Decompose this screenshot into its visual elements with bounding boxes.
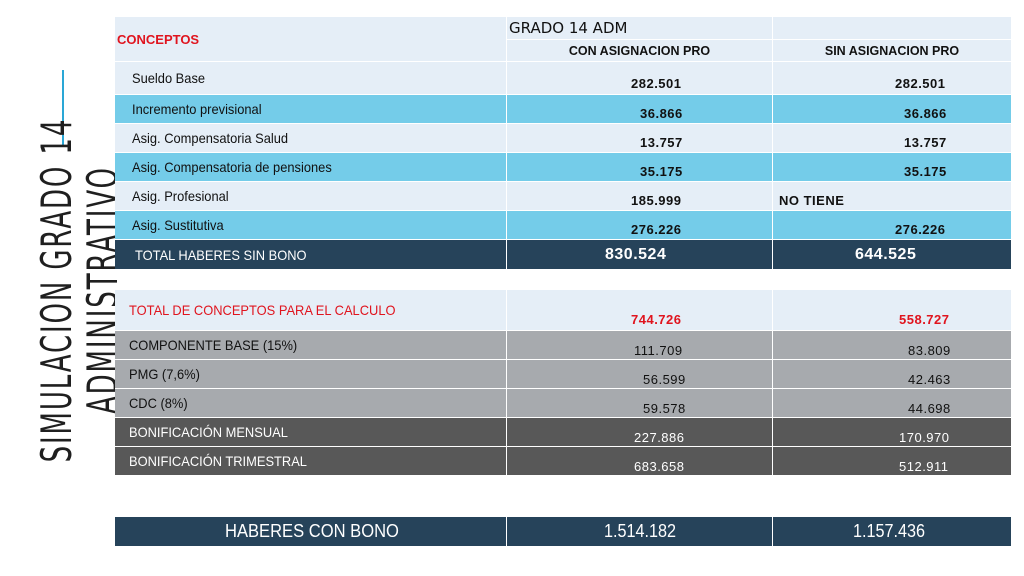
row-value-sin: 36.866 [904, 105, 947, 121]
row-label: Asig. Compensatoria Salud [132, 130, 289, 146]
bono-row-sin: 170.970 [899, 429, 950, 445]
table-row: PMG (7,6%) 56.599 42.463 [115, 360, 1011, 389]
bono-row-sin: 83.809 [908, 342, 951, 358]
row-label: Asig. Profesional [132, 188, 229, 204]
bono-row-con: 227.886 [634, 429, 685, 445]
header-sin-cell: SIN ASIGNACION PRO [773, 17, 1011, 61]
table-row: Asig. Sustitutiva 276.226 276.226 [115, 211, 1011, 240]
row-value-sin: 13.757 [904, 134, 947, 150]
bono-row-con: 111.709 [634, 342, 683, 358]
haberes-con-bono-sin: 1.157.436 [853, 521, 926, 541]
row-value-con: 282.501 [631, 75, 682, 91]
table-row: Asig. Compensatoria de pensiones 35.175 … [115, 153, 1011, 182]
row-value-sin: 35.175 [904, 163, 947, 179]
slide-title-line-1: SIMULACION GRADO 14 [32, 117, 81, 463]
row-value-sin: 282.501 [895, 75, 946, 91]
calculo-con: 744.726 [631, 312, 682, 327]
row-label: Asig. Compensatoria de pensiones [132, 159, 332, 175]
row-value-sin: 276.226 [895, 221, 946, 237]
bono-row-label: BONIFICACIÓN TRIMESTRAL [129, 453, 307, 469]
row-value-con: 276.226 [631, 221, 682, 237]
row-value-con: 35.175 [640, 163, 683, 179]
table-row: BONIFICACIÓN TRIMESTRAL 683.658 512.911 [115, 447, 1011, 475]
row-value-con: 185.999 [631, 192, 682, 208]
header-col-con-wrap: CON ASIGNACION PRO [507, 40, 772, 61]
row-value-con: 36.866 [640, 105, 683, 121]
row-value-sin: NO TIENE [779, 192, 845, 208]
bono-row-label: PMG (7,6%) [129, 366, 200, 382]
bono-row-label: CDC (8%) [129, 395, 188, 411]
bono-row-label: BONIFICACIÓN MENSUAL [129, 424, 288, 440]
table-row: Asig. Compensatoria Salud 13.757 13.757 [115, 124, 1011, 153]
header-grado: GRADO 14 ADM [509, 19, 628, 37]
table-row: Incremento previsional 36.866 36.866 [115, 95, 1011, 124]
header-col-sin: SIN ASIGNACION PRO [824, 43, 960, 58]
header-col-sin-wrap: SIN ASIGNACION PRO [773, 40, 1011, 61]
table-row: Asig. Profesional 185.999 NO TIENE [115, 182, 1011, 211]
header-conceptos: CONCEPTOS [117, 31, 200, 47]
bono-row-sin: 512.911 [899, 458, 949, 474]
table-row: CDC (8%) 59.578 44.698 [115, 389, 1011, 418]
calculo-row: TOTAL DE CONCEPTOS PARA EL CALCULO 744.7… [115, 290, 1011, 331]
calculo-label: TOTAL DE CONCEPTOS PARA EL CALCULO [129, 302, 396, 318]
header-col-con: CON ASIGNACION PRO [568, 43, 711, 58]
bono-row-sin: 42.463 [908, 371, 951, 387]
bono-row-con: 56.599 [643, 371, 686, 387]
table-row: Sueldo Base 282.501 282.501 [115, 62, 1011, 95]
accent-bar [62, 70, 64, 146]
table-header: CONCEPTOS GRADO 14 ADM CON ASIGNACION PR… [115, 17, 1011, 61]
header-grado-cell: GRADO 14 ADM CON ASIGNACION PRO [507, 17, 773, 61]
total-sin-bono-row: TOTAL HABERES SIN BONO 830.524 644.525 [115, 240, 1011, 269]
row-label: Asig. Sustitutiva [132, 217, 224, 233]
row-label: Sueldo Base [132, 70, 206, 86]
table-row: BONIFICACIÓN MENSUAL 227.886 170.970 [115, 418, 1011, 447]
haberes-con-bono-con: 1.514.182 [604, 521, 677, 541]
row-label: Incremento previsional [132, 101, 262, 117]
header-grado-wrap: GRADO 14 ADM [507, 17, 772, 40]
header-sin-top [773, 17, 1011, 40]
slide-title: SIMULACION GRADO 14 ADMINISTRATIVO [0, 0, 127, 576]
haberes-con-bono-label: HABERES CON BONO [225, 521, 399, 541]
total-sin-bono-label: TOTAL HABERES SIN BONO [135, 246, 307, 263]
total-sin-bono-con: 830.524 [605, 245, 667, 263]
bono-row-con: 59.578 [643, 400, 686, 416]
row-value-con: 13.757 [640, 134, 683, 150]
bono-row-sin: 44.698 [908, 400, 951, 416]
haberes-con-bono-row: HABERES CON BONO 1.514.182 1.157.436 [115, 517, 1011, 546]
bono-row-label: COMPONENTE BASE (15%) [129, 337, 298, 353]
total-sin-bono-sin: 644.525 [855, 245, 917, 263]
calculo-sin: 558.727 [899, 312, 950, 327]
bono-row-con: 683.658 [634, 458, 685, 474]
table-row: COMPONENTE BASE (15%) 111.709 83.809 [115, 331, 1011, 360]
header-conceptos-cell: CONCEPTOS [115, 17, 507, 61]
